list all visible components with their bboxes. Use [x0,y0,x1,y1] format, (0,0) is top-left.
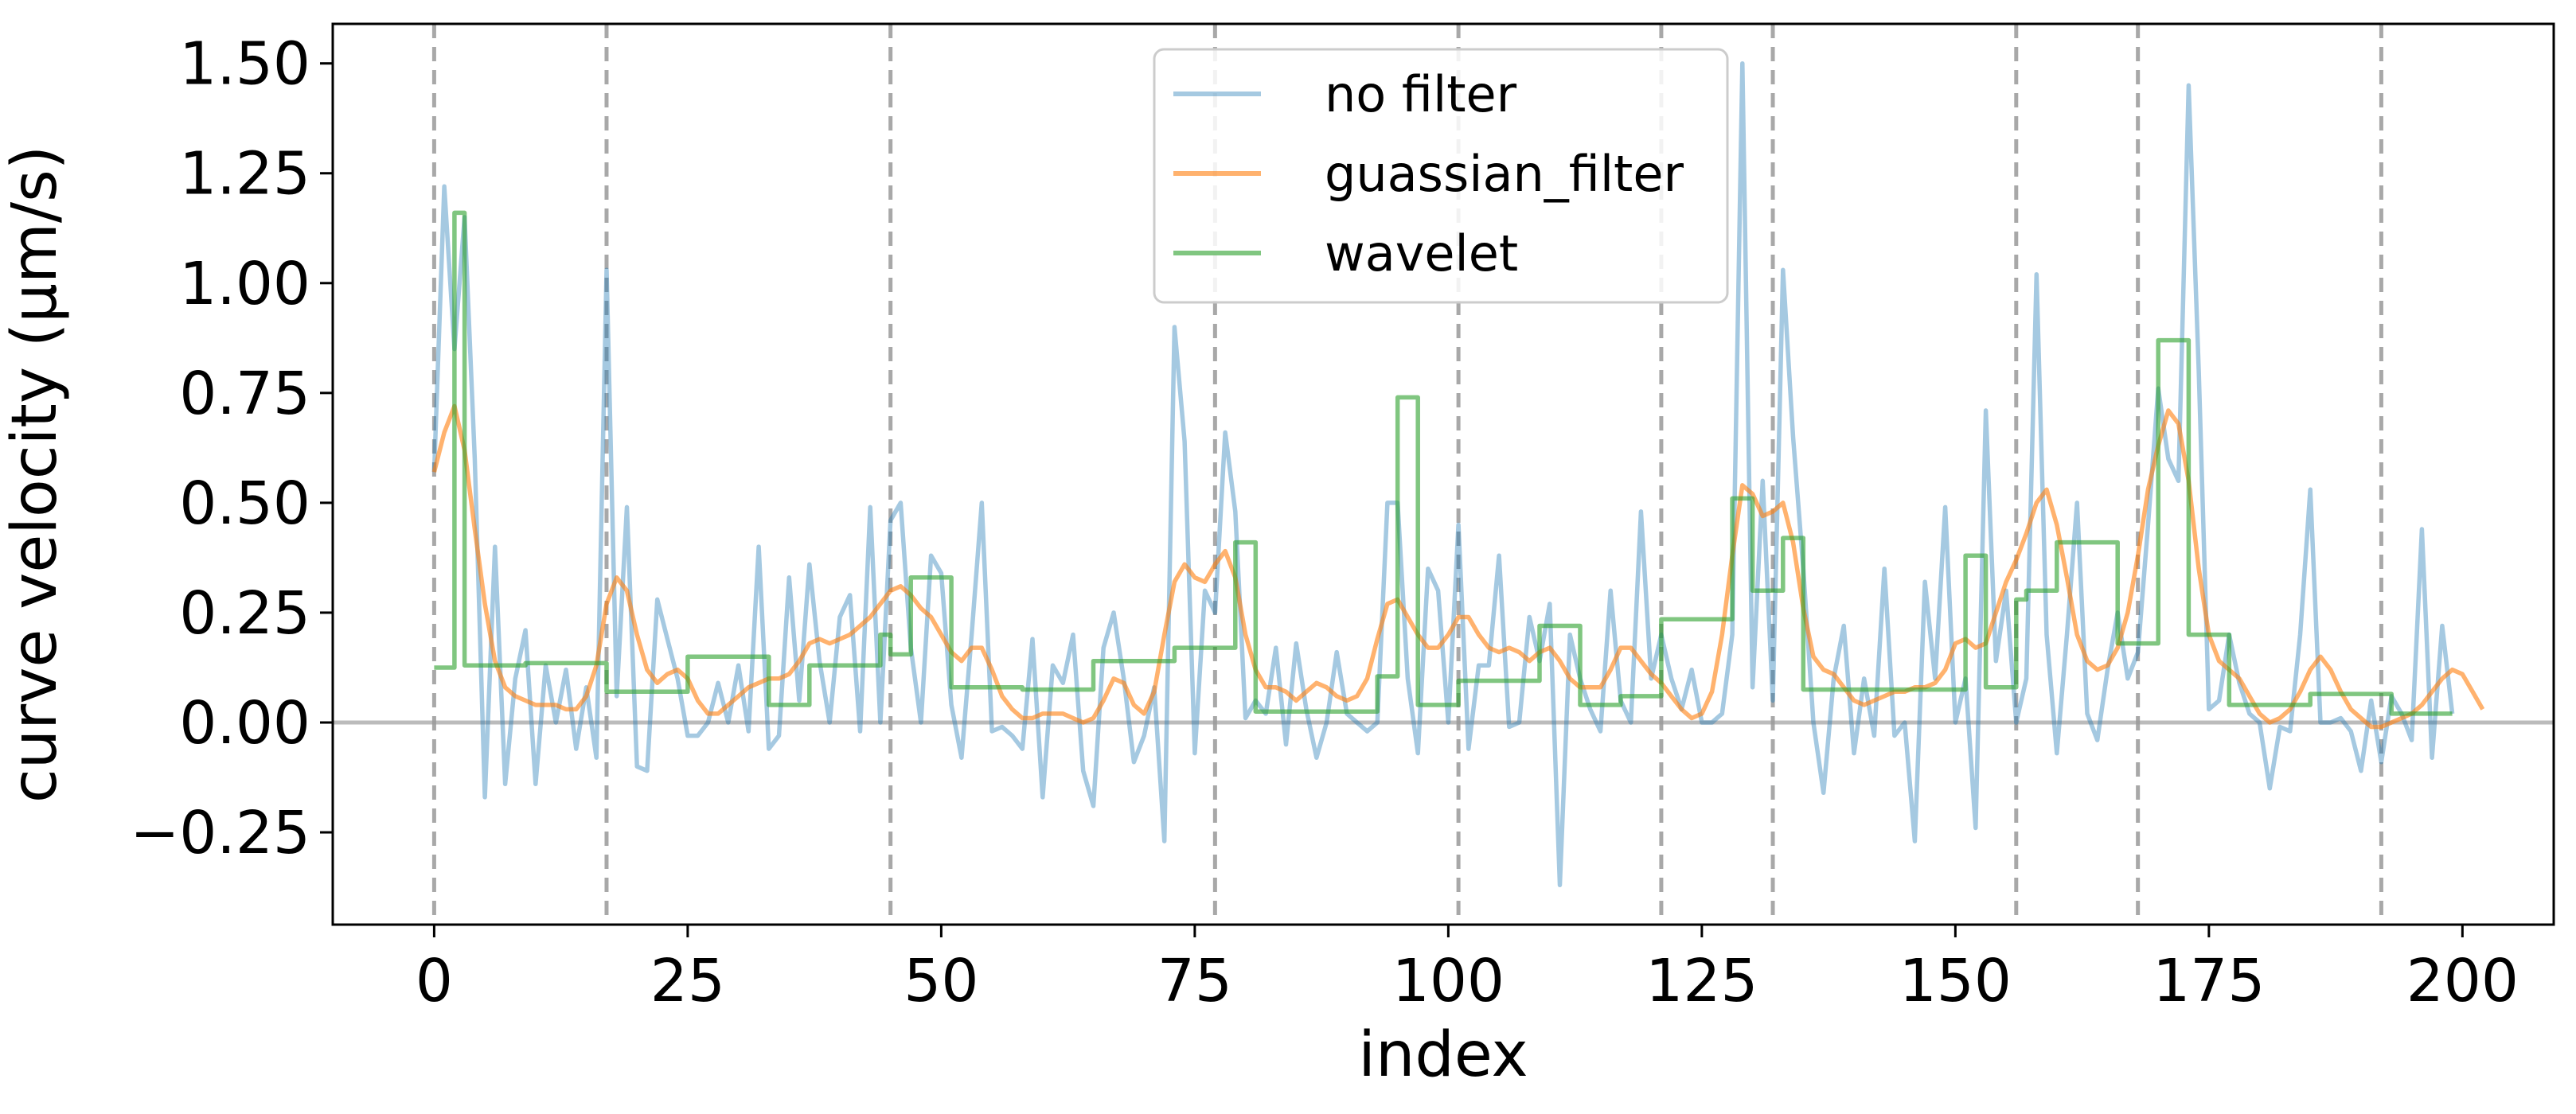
x-tick-label: 0 [416,947,453,1015]
x-axis: 0 25 50 75 100 125 150 175 200 [416,925,2519,1015]
x-tick-label: 150 [1899,947,2012,1015]
series-line-guassian-filter [431,403,2485,730]
x-tick-label: 50 [904,947,978,1015]
x-tick-label: 100 [1392,947,1505,1015]
plot-frame [331,22,2555,926]
x-tick-label: 75 [1157,947,1232,1015]
y-axis-label: curve velocity (μm/s) [0,146,71,803]
x-tick-label: 200 [2406,947,2519,1015]
y-tick-label: 0.00 [179,689,310,758]
y-tick-label: 1.00 [179,250,310,318]
y-tick-label: 1.25 [179,140,310,208]
x-tick-label: 175 [2153,947,2265,1015]
y-tick-label: 0.75 [179,360,310,428]
x-tick-label: 125 [1645,947,1758,1015]
legend-label: no filter [1325,65,1517,123]
y-axis: −0.25 0.00 0.25 0.50 0.75 1.00 1.25 1.50 [130,30,333,867]
y-tick-label: −0.25 [130,799,310,867]
x-axis-label: index [1358,1019,1528,1091]
x-tick-label: 25 [650,947,725,1015]
y-tick-label: 1.50 [179,30,310,99]
series-line-wavelet [434,210,2453,716]
y-tick-label: 0.25 [179,579,310,648]
legend-label: wavelet [1325,224,1518,282]
y-tick-label: 0.50 [179,469,310,538]
legend-label: guassian_filter [1325,145,1684,203]
legend-box [1153,48,1729,304]
